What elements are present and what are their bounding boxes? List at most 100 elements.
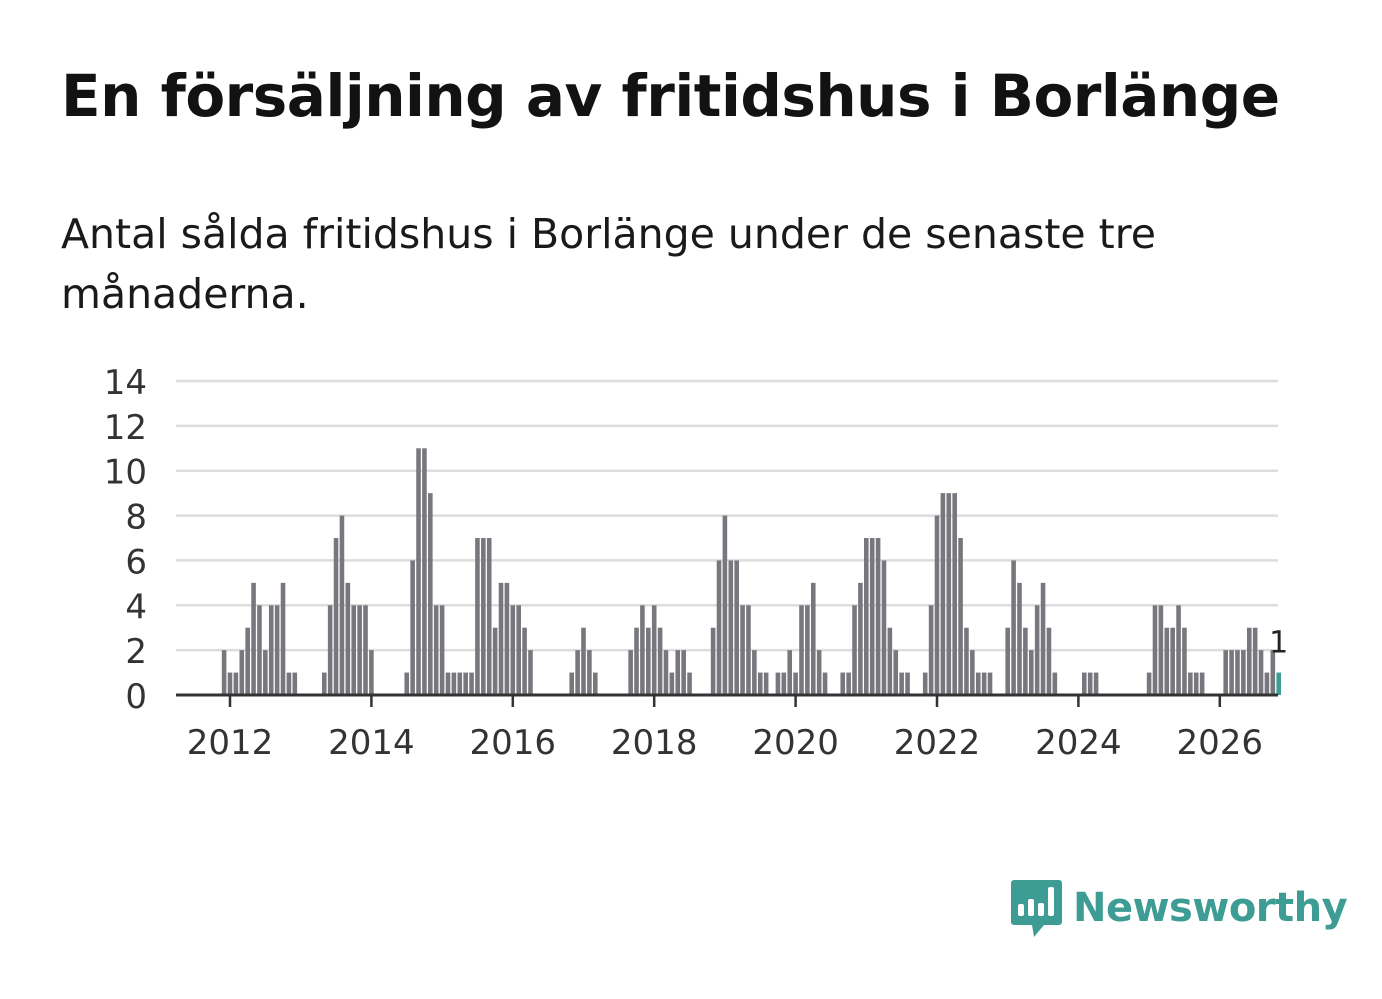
bar xyxy=(734,560,739,695)
bar xyxy=(657,627,663,695)
bar xyxy=(958,538,963,695)
bar-latest xyxy=(1276,672,1282,695)
bar xyxy=(946,493,952,695)
bar xyxy=(752,650,757,695)
bar xyxy=(775,672,781,695)
bar xyxy=(357,605,362,695)
bar xyxy=(875,538,881,695)
bar xyxy=(274,605,280,695)
bar xyxy=(581,627,586,695)
bar xyxy=(486,538,492,695)
bar xyxy=(227,672,233,695)
x-tick-label: 2016 xyxy=(470,723,557,763)
bar xyxy=(1229,650,1234,695)
bar xyxy=(893,650,899,695)
bar xyxy=(940,493,946,695)
x-tick-label: 2012 xyxy=(187,723,274,763)
bar xyxy=(928,605,934,695)
bar xyxy=(233,672,239,695)
bar xyxy=(822,672,828,695)
bar xyxy=(669,672,675,695)
bar xyxy=(869,538,875,695)
bar xyxy=(345,582,351,695)
bar xyxy=(592,672,598,695)
bar xyxy=(952,493,957,695)
bar xyxy=(221,650,227,695)
bar xyxy=(239,650,245,695)
bar xyxy=(1158,605,1164,695)
x-tick-label: 2018 xyxy=(611,723,698,763)
bar xyxy=(675,650,681,695)
bar xyxy=(975,672,981,695)
y-tick-label: 14 xyxy=(104,363,147,403)
bar xyxy=(351,605,357,695)
bar xyxy=(1223,650,1228,695)
bar xyxy=(404,672,410,695)
x-tick-label: 2026 xyxy=(1177,723,1264,763)
bar xyxy=(1011,560,1016,695)
newsworthy-logo: Newsworthy xyxy=(1010,878,1348,938)
bar xyxy=(934,515,940,695)
bar xyxy=(781,672,787,695)
bar xyxy=(1270,650,1276,695)
bar xyxy=(1176,605,1181,695)
bar xyxy=(922,672,928,695)
bar xyxy=(663,650,669,695)
bar xyxy=(257,605,262,695)
bar xyxy=(1052,672,1058,695)
bar xyxy=(481,538,486,695)
bar xyxy=(981,672,987,695)
bar xyxy=(628,650,633,695)
bar xyxy=(1246,627,1252,695)
bar xyxy=(1170,627,1175,695)
bar xyxy=(722,515,728,695)
bar xyxy=(339,515,345,695)
bar xyxy=(1046,627,1052,695)
bar xyxy=(887,627,893,695)
bar xyxy=(1258,650,1264,695)
bar xyxy=(987,672,993,695)
bar xyxy=(504,582,510,695)
bar xyxy=(321,672,327,695)
bar xyxy=(1040,582,1046,695)
bar xyxy=(1252,627,1258,695)
y-tick-label: 10 xyxy=(104,453,147,493)
y-tick-label: 0 xyxy=(125,677,147,717)
bar xyxy=(846,672,851,695)
bar xyxy=(799,605,804,695)
x-tick-label: 2020 xyxy=(752,723,839,763)
bar xyxy=(1005,627,1010,695)
bar xyxy=(286,672,292,695)
bar xyxy=(728,560,734,695)
bar xyxy=(492,627,498,695)
bar xyxy=(422,448,427,695)
bar xyxy=(1182,627,1187,695)
bar xyxy=(805,605,810,695)
bar xyxy=(881,560,887,695)
bar xyxy=(640,605,645,695)
bar xyxy=(899,672,904,695)
bar xyxy=(280,582,286,695)
bar xyxy=(333,538,339,695)
bar xyxy=(970,650,975,695)
bar xyxy=(1241,650,1246,695)
bar xyxy=(1152,605,1158,695)
bar xyxy=(1017,582,1022,695)
y-tick-label: 6 xyxy=(125,542,147,582)
bar xyxy=(1264,672,1270,695)
chart-subtitle: Antal sålda fritidshus i Borlänge under … xyxy=(61,210,1156,318)
bar xyxy=(245,627,250,695)
brand-name: Newsworthy xyxy=(1073,885,1348,931)
bar xyxy=(1199,672,1205,695)
bar xyxy=(840,672,846,695)
bar xyxy=(746,605,751,695)
bar xyxy=(587,650,592,695)
bar xyxy=(451,672,457,695)
bar xyxy=(569,672,575,695)
bar xyxy=(852,605,857,695)
bar xyxy=(1034,605,1040,695)
bar xyxy=(268,605,274,695)
bar xyxy=(757,672,763,695)
bar xyxy=(793,672,798,695)
